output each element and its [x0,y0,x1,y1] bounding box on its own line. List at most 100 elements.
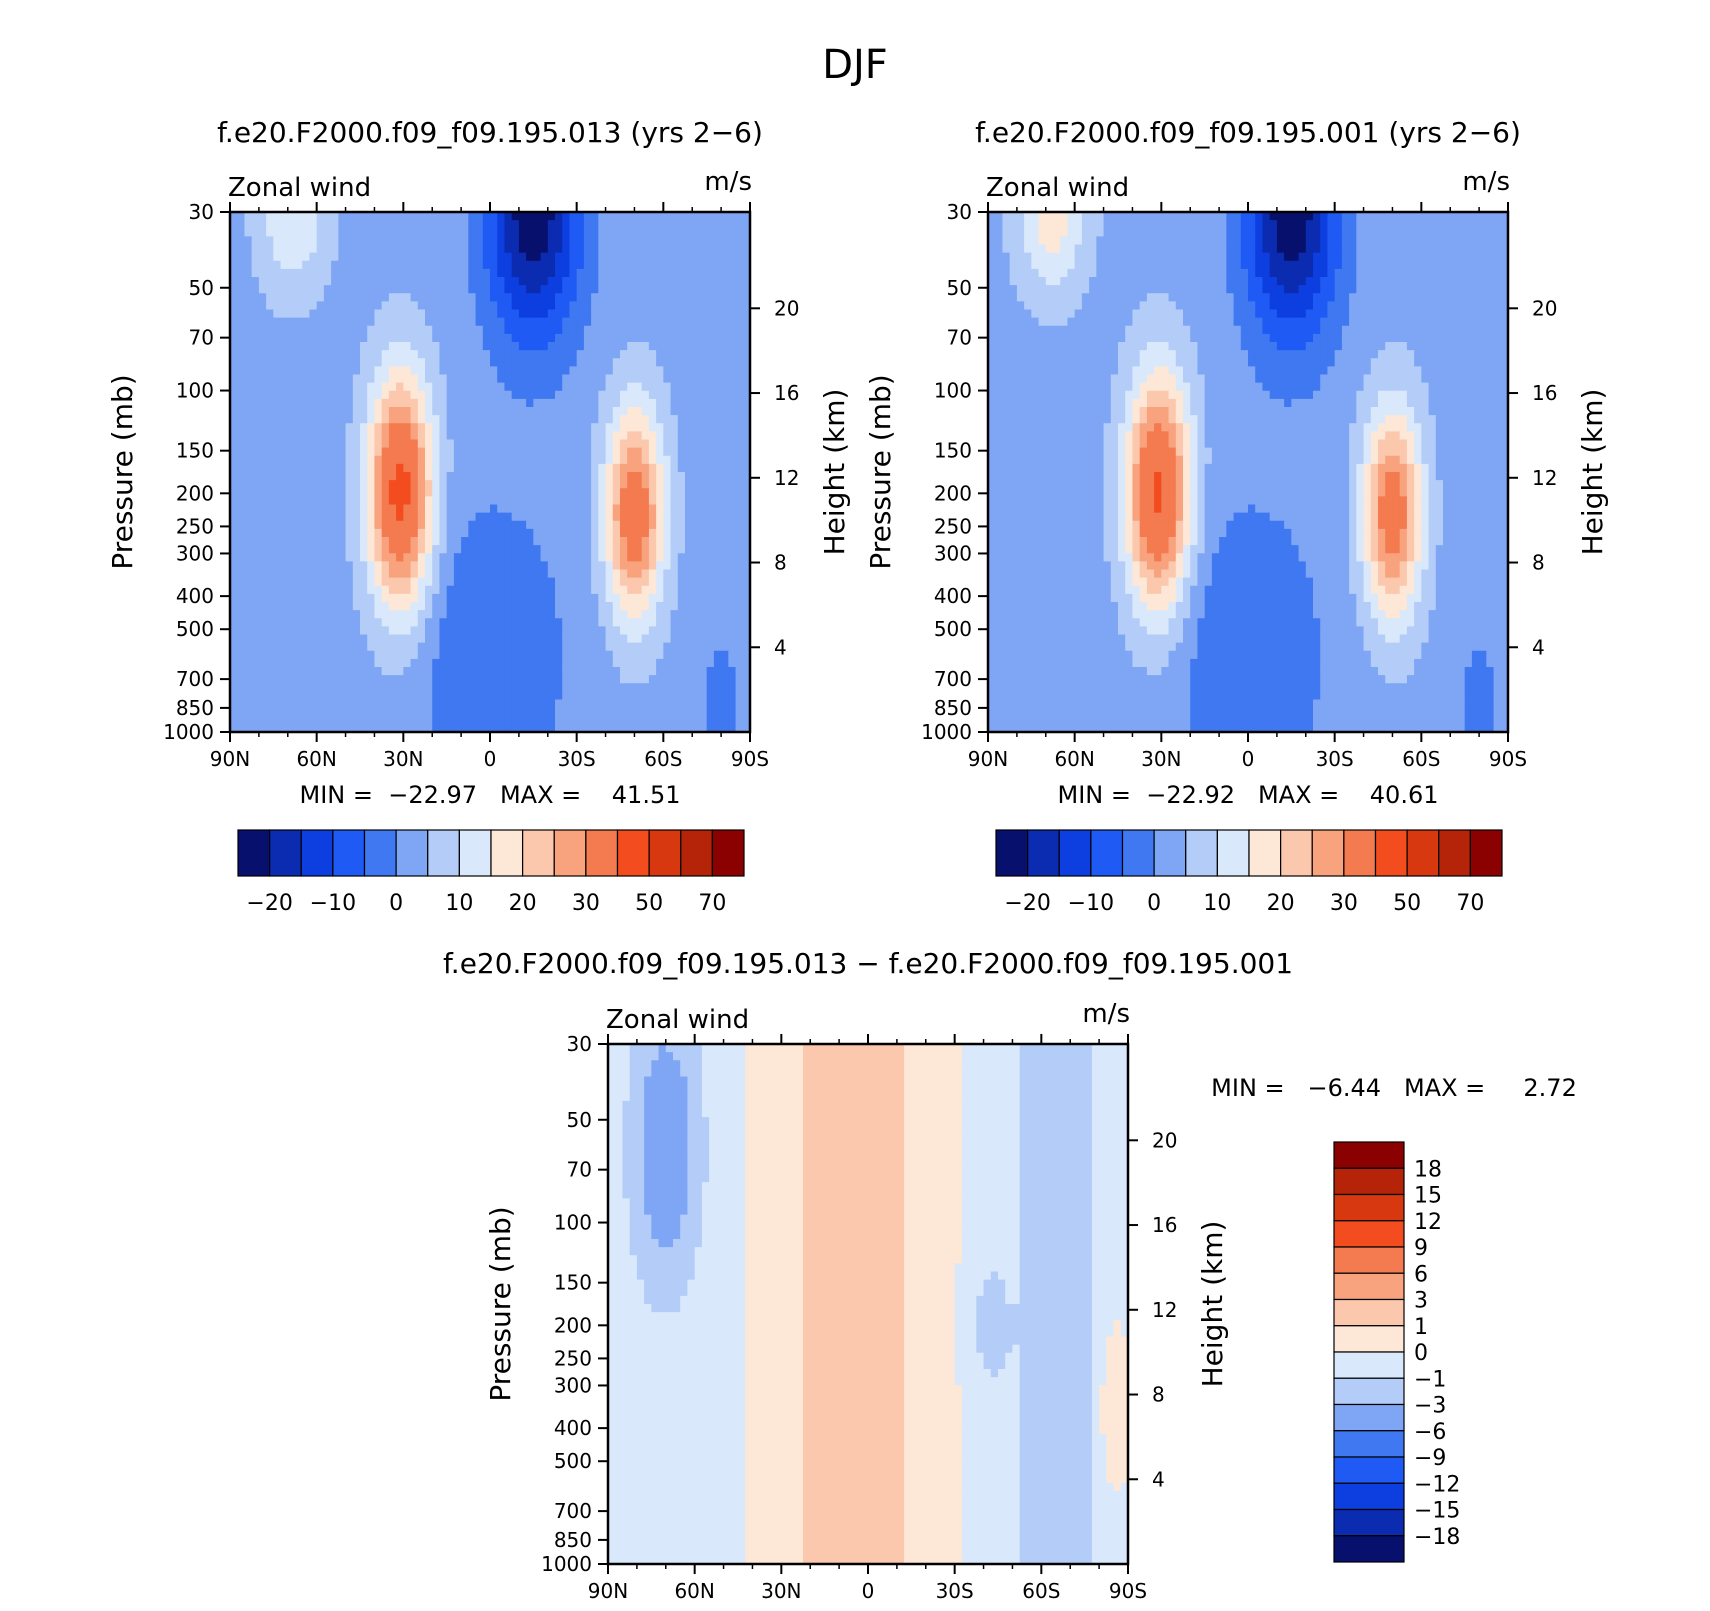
contour-cell [230,228,238,237]
contour-cell [641,593,650,603]
contour-cell [728,398,737,408]
contour-cell [648,618,657,627]
contour-cell [562,610,571,619]
contour-cell [258,691,267,701]
contour-cell [352,658,361,668]
contour-cell [569,658,578,668]
contour-cell [497,268,506,278]
contour-cell [258,626,267,636]
contour-cell [388,707,397,717]
contour-cell [468,683,477,692]
contour-cell [620,642,628,652]
contour-cell [287,350,296,359]
contour-cell [323,585,332,595]
contour-cell [273,423,282,432]
contour-cell [634,455,643,465]
contour-cell [323,447,332,457]
contour-cell [381,439,390,449]
contour-cell [555,675,563,684]
contour-cell [475,309,484,319]
contour-cell [331,228,339,237]
contour-cell [518,480,527,489]
contour-cell [388,455,397,465]
contour-cell [230,618,238,627]
contour-cell [360,374,368,384]
contour-cell [620,447,628,457]
contour-cell [1385,228,1394,237]
contour-cell [670,691,679,701]
contour-cell [280,342,289,351]
contour-cell [583,602,592,611]
contour-cell [345,463,354,473]
contour-cell [533,634,542,644]
contour-cell [388,723,397,732]
contour-cell [634,561,643,571]
contour-cell [648,675,657,684]
contour-cell [345,350,354,359]
contour-cell [338,642,347,652]
contour-cell [547,342,556,351]
height-tick-label: 4 [774,635,787,659]
contour-cell [742,520,750,530]
contour-cell [237,220,246,229]
contour-cell [634,366,643,376]
contour-cell [374,618,383,627]
contour-cell [988,212,996,221]
contour-cell [461,366,469,376]
contour-cell [713,374,722,384]
contour-cell [453,455,462,465]
contour-cell [634,496,643,506]
contour-cell [634,236,643,246]
contour-cell [742,577,750,587]
contour-cell [446,569,455,579]
contour-cell [453,561,462,571]
contour-cell [331,715,339,725]
contour-cell [338,333,347,343]
contour-cell [461,553,469,562]
contour-cell [721,382,729,392]
contour-cell [331,301,339,311]
contour-cell [417,626,426,636]
figure-title: DJF [822,42,888,88]
contour-cell [641,366,650,376]
contour-cell [569,537,578,546]
contour-cell [735,260,744,270]
contour-cell [446,342,455,351]
contour-cell [497,301,506,311]
contour-cell [396,293,404,302]
contour-cell [396,496,404,506]
contour-cell [583,496,592,506]
contour-cell [735,553,744,562]
contour-cell [497,431,506,441]
contour-cell [511,561,520,571]
contour-cell [237,382,246,392]
contour-cell [251,423,260,432]
contour-cell [504,398,513,408]
contour-cell [266,333,274,343]
contour-cell [287,260,296,270]
contour-cell [1118,212,1126,221]
contour-cell [439,228,448,237]
contour-cell [605,650,614,660]
contour-cell [742,407,750,416]
contour-cell [663,675,672,684]
contour-cell [439,268,448,278]
contour-cell [641,285,650,294]
contour-cell [410,228,419,237]
contour-cell [533,683,542,692]
contour-cell [280,301,289,311]
contour-cell [504,415,513,424]
contour-cell [482,333,491,343]
contour-cell [713,325,722,335]
contour-cell [742,268,750,278]
contour-cell [266,683,274,692]
contour-cell [612,252,621,262]
contour-cell [583,358,592,367]
contour-cell [620,382,628,392]
contour-cell [721,358,729,367]
contour-cell [331,447,339,457]
contour-cell [735,236,744,246]
contour-cell [677,691,686,701]
contour-cell [1146,212,1155,221]
contour-cell [439,301,448,311]
